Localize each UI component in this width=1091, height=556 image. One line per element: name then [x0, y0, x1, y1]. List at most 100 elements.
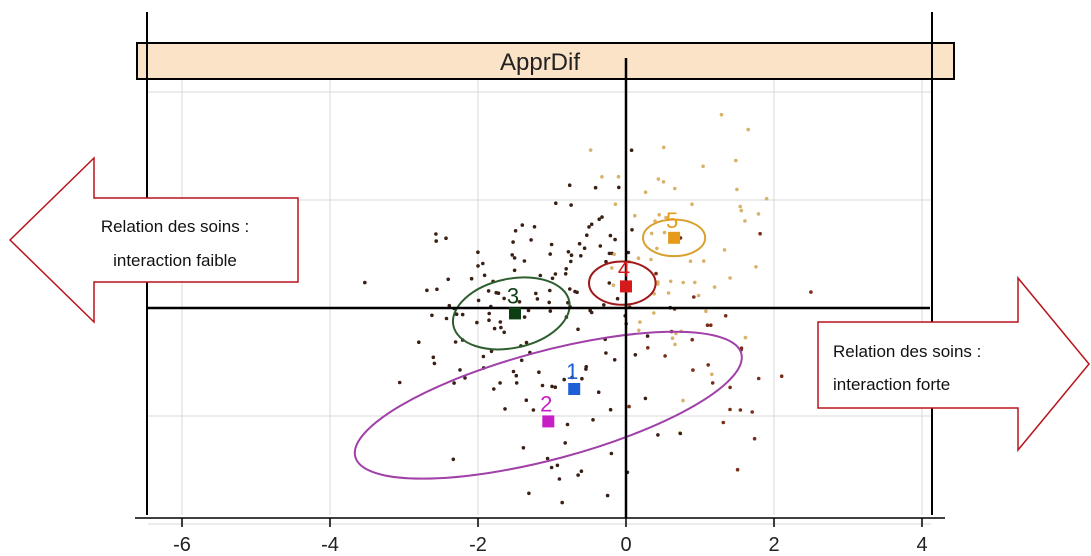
scatter-point	[540, 383, 545, 388]
title-strip	[136, 42, 955, 80]
scatter-point	[547, 300, 551, 305]
scatter-point	[489, 349, 494, 354]
scatter-point	[693, 280, 697, 285]
scatter-point	[646, 346, 650, 350]
cluster-ellipse-1	[353, 330, 743, 480]
scatter-point	[564, 267, 568, 271]
scatter-point	[607, 281, 612, 285]
scatter-point	[605, 493, 610, 498]
scatter-point	[482, 273, 487, 278]
cluster-label-3: 3	[507, 283, 519, 308]
scatter-point	[604, 351, 608, 355]
scatter-point	[758, 231, 762, 236]
scatter-point	[548, 252, 552, 256]
scatter-point	[569, 253, 574, 257]
scatter-point	[649, 231, 654, 236]
scatter-point	[721, 420, 726, 425]
scatter-point	[701, 164, 705, 169]
scatter-point	[469, 276, 474, 281]
scatter-point	[613, 237, 617, 242]
scatter-point	[521, 446, 526, 450]
scatter-point	[576, 473, 580, 477]
scatter-point	[722, 248, 727, 252]
scatter-point	[476, 250, 480, 254]
scatter-point	[656, 433, 660, 437]
scatter-point	[681, 280, 685, 285]
cluster-centroid-1	[568, 383, 581, 395]
scatter-point	[756, 212, 761, 216]
scatter-point	[739, 208, 744, 213]
scatter-point	[503, 407, 507, 411]
scatter-point	[548, 288, 552, 293]
scatter-point	[655, 246, 659, 251]
x-tick-label: 2	[768, 534, 779, 556]
scatter-point	[681, 398, 685, 403]
scatter-point	[553, 385, 558, 390]
scatter-point	[643, 396, 648, 401]
cluster-ellipse-4	[588, 260, 657, 306]
scatter-point	[487, 318, 491, 323]
scatter-point	[514, 381, 519, 385]
scatter-point	[486, 289, 491, 293]
scatter-point	[588, 148, 593, 152]
scatter-point	[481, 261, 485, 266]
scatter-point	[608, 233, 613, 238]
x-tick-label: -2	[469, 534, 487, 556]
scatter-point	[607, 251, 612, 256]
left-arrow-shape	[8, 156, 299, 324]
scatter-point	[435, 287, 439, 292]
scatter-point	[577, 241, 582, 246]
scatter-point	[557, 477, 562, 481]
scatter-point	[524, 398, 529, 403]
scatter-point	[498, 320, 503, 324]
scatter-point	[563, 441, 567, 445]
scatter-point	[452, 381, 456, 385]
scatter-point	[750, 410, 754, 414]
scatter-point	[512, 268, 517, 273]
scatter-point	[446, 277, 451, 282]
scatter-point	[617, 185, 621, 190]
scatter-point	[688, 259, 693, 264]
scatter-point	[570, 375, 574, 380]
scatter-point	[738, 408, 743, 412]
scatter-point	[719, 112, 724, 117]
scatter-point	[522, 315, 527, 319]
scatter-point	[600, 175, 604, 179]
scatter-point	[608, 407, 613, 412]
scatter-point	[511, 240, 515, 244]
scatter-point	[661, 180, 666, 184]
scatter-point	[517, 300, 522, 304]
scatter-point	[425, 288, 429, 293]
right-arrow-shape	[817, 275, 1090, 453]
scatter-point	[611, 283, 616, 288]
scatter-point	[696, 293, 701, 298]
cluster-label-4: 4	[618, 256, 630, 281]
right-arrow-text-2: interaction forte	[833, 375, 950, 394]
scatter-point	[529, 238, 533, 242]
cluster-ellipse-3	[451, 276, 571, 351]
scatter-point	[593, 185, 598, 190]
scatter-point	[666, 291, 671, 295]
scatter-point	[604, 259, 608, 264]
scatter-point	[527, 491, 531, 496]
scatter-point	[609, 451, 614, 456]
scatter-point	[510, 253, 514, 257]
scatter-point	[475, 320, 479, 325]
scatter-point	[626, 250, 631, 255]
scatter-point	[567, 183, 572, 187]
scatter-point	[582, 246, 587, 250]
x-tick-label: -6	[173, 534, 191, 556]
scatter-point	[538, 273, 543, 278]
scatter-point	[535, 297, 540, 301]
scatter-point	[453, 340, 458, 344]
scatter-point	[615, 296, 620, 301]
scatter-point	[743, 219, 747, 223]
scatter-point	[447, 303, 452, 308]
scatter-point	[746, 127, 750, 132]
scatter-point	[434, 239, 439, 243]
scatter-point	[576, 327, 580, 332]
scatter-point	[589, 222, 594, 227]
scatter-point	[417, 340, 421, 345]
scatter-point	[549, 242, 554, 247]
